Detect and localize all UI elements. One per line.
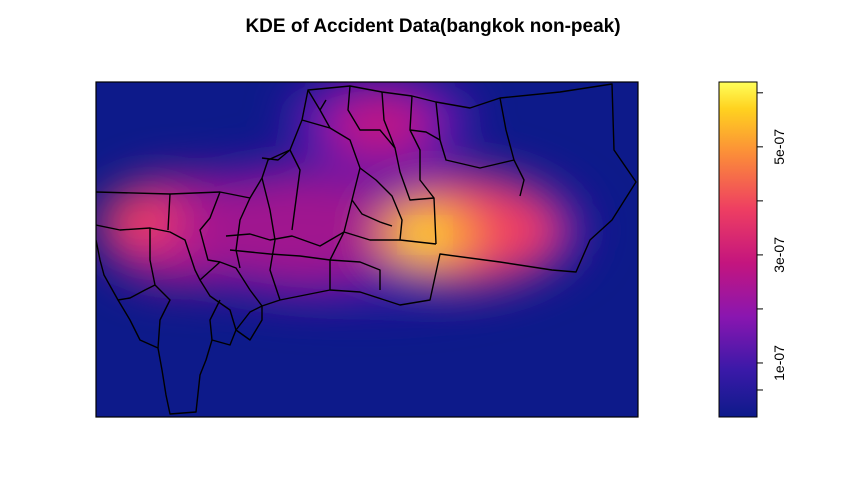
colorbar-tick-label: 3e-07 xyxy=(771,237,787,273)
density-raster xyxy=(96,82,638,417)
colorbar-ticks: 1e-07 3e-07 5e-07 xyxy=(757,92,787,391)
colorbar-tick-label: 5e-07 xyxy=(771,129,787,165)
map-title: KDE of Accident Data(bangkok non-peak) xyxy=(245,16,621,37)
district-boundaries xyxy=(96,83,637,415)
map-frame xyxy=(95,81,639,418)
colorbar: 1e-07 3e-07 5e-07 xyxy=(718,81,787,418)
colorbar-tick-label: 1e-07 xyxy=(771,345,787,381)
colorbar-ramp xyxy=(719,82,757,417)
colorbar-frame xyxy=(718,81,758,418)
